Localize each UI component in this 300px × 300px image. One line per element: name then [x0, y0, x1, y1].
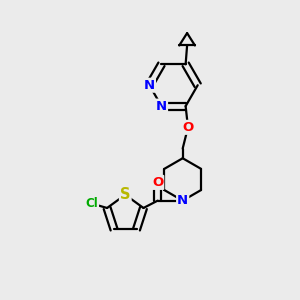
Text: N: N — [144, 79, 155, 92]
Text: N: N — [177, 194, 188, 207]
Text: O: O — [182, 121, 194, 134]
Text: S: S — [120, 187, 130, 202]
Text: O: O — [152, 176, 163, 189]
Text: Cl: Cl — [85, 197, 98, 210]
Text: N: N — [156, 100, 167, 112]
